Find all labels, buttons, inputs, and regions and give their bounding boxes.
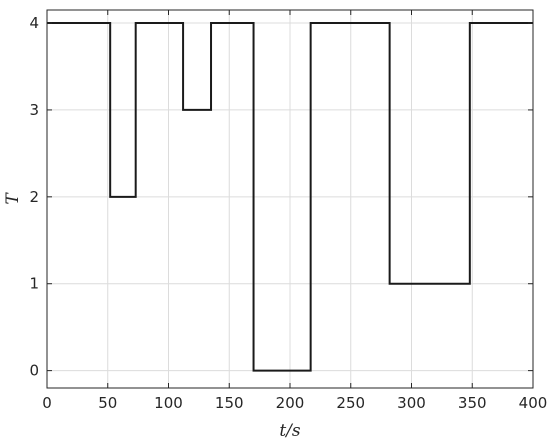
- x-axis-label: t/s: [279, 421, 301, 441]
- grid: [47, 10, 533, 388]
- y-axis-label: T: [3, 192, 23, 205]
- y-tick-label: 1: [29, 275, 39, 293]
- x-tick-label: 200: [276, 394, 305, 412]
- x-tick-label: 150: [215, 394, 244, 412]
- ticks: 0 50 100 150 200 250 300 350 400 0 1 2 3 4: [29, 10, 547, 412]
- x-tick-label: 400: [519, 394, 548, 412]
- y-tick-label: 0: [29, 362, 39, 380]
- x-tick-label: 350: [458, 394, 487, 412]
- series-line: [47, 22, 533, 372]
- y-tick-label: 4: [29, 14, 39, 32]
- series-layer: [47, 22, 533, 372]
- x-tick-label: 50: [98, 394, 117, 412]
- x-tick-label: 300: [397, 394, 426, 412]
- y-tick-label: 3: [29, 101, 39, 119]
- y-tick-label: 2: [29, 188, 39, 206]
- x-tick-label: 250: [336, 394, 365, 412]
- x-tick-label: 0: [42, 394, 52, 412]
- x-tick-label: 100: [154, 394, 183, 412]
